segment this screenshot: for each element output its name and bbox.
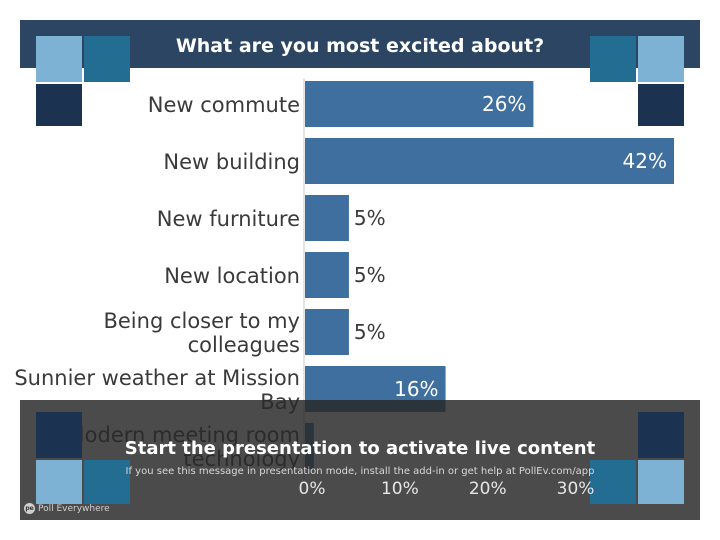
tile-tl-1 [36, 36, 82, 82]
value-label-1: 42% [623, 149, 667, 173]
bar-0 [305, 81, 534, 127]
banner [20, 20, 700, 68]
category-label-0: New commute [148, 93, 300, 117]
poll-everywhere-icon: pe [24, 503, 35, 514]
tile-tr-2 [638, 36, 684, 82]
tile-bl-3 [84, 460, 130, 504]
poll-everywhere-logo: pe Poll Everywhere [24, 503, 110, 514]
tile-br-2 [590, 460, 636, 504]
value-label-5: 16% [394, 377, 438, 401]
brand-name: Poll Everywhere [38, 503, 110, 514]
tile-tr-3 [638, 84, 684, 126]
value-label-2: 5% [354, 206, 386, 230]
tile-tl-3 [36, 84, 82, 126]
tile-br-3 [638, 460, 684, 504]
tile-bl-1 [36, 412, 82, 458]
x-tick-label-2: 20% [469, 479, 507, 499]
tile-tr-1 [590, 36, 636, 82]
tile-bl-2 [36, 460, 82, 504]
overlay-band [20, 400, 700, 520]
tile-tl-2 [84, 36, 130, 82]
category-label-3: New location [164, 264, 300, 288]
x-tick-label-1: 10% [381, 479, 419, 499]
value-label-4: 5% [354, 320, 386, 344]
overlay-title: Start the presentation to activate live … [124, 438, 596, 459]
overlay-subtitle: If you see this message in presentation … [125, 466, 595, 477]
bar-3 [305, 252, 349, 298]
x-tick-label-0: 0% [299, 479, 326, 499]
category-label-2: New furniture [157, 207, 300, 231]
chart-title: What are you most excited about? [175, 35, 545, 57]
bar-4 [305, 309, 349, 355]
category-label-1: New building [163, 150, 300, 174]
bar-1 [305, 138, 674, 184]
bar-2 [305, 195, 349, 241]
value-label-3: 5% [354, 263, 386, 287]
tile-br-1 [638, 412, 684, 458]
x-tick-label-3: 30% [557, 479, 595, 499]
category-label-4: Being closer to my colleagues [103, 309, 300, 357]
value-label-0: 26% [482, 92, 526, 116]
